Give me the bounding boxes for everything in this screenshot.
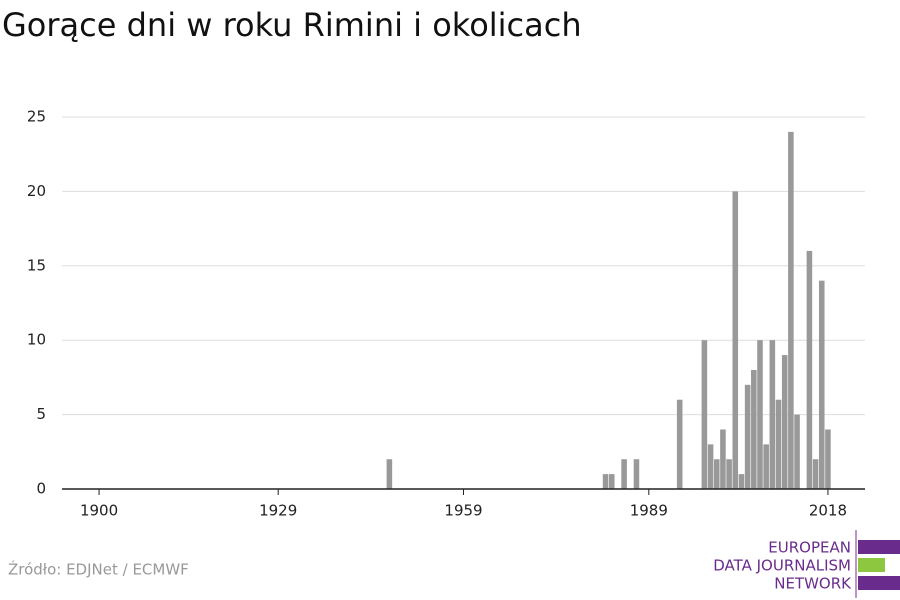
x-tick-label: 1900 [80, 502, 118, 520]
bar [608, 474, 615, 489]
bar [602, 474, 609, 489]
y-tick-label: 0 [36, 480, 46, 498]
logo-bar [858, 576, 900, 590]
y-tick-label: 20 [27, 182, 46, 200]
x-tick-label: 1989 [630, 502, 668, 520]
bar [775, 399, 782, 489]
y-tick-label: 10 [27, 331, 46, 349]
bar [751, 369, 757, 489]
source: Źródło: EDJNet / ECMWF [8, 560, 189, 579]
bar [386, 459, 393, 489]
bar [720, 429, 726, 489]
bar [738, 474, 745, 489]
bar [621, 459, 627, 489]
bar [781, 355, 788, 489]
bar [788, 131, 794, 489]
bar [763, 444, 769, 489]
y-tick-label: 5 [36, 405, 46, 423]
y-tick-label: 15 [27, 256, 46, 274]
bar [818, 280, 825, 489]
y-tick-label: 25 [27, 108, 46, 126]
x-tick-label: 1929 [259, 502, 297, 520]
logo-bar [858, 540, 900, 554]
logo-bar [858, 558, 885, 572]
bar [794, 414, 800, 489]
bar [757, 340, 763, 489]
bar [701, 340, 708, 489]
bar [769, 340, 776, 489]
bar [633, 459, 640, 489]
bar [825, 429, 831, 489]
chart-title: Gorące dni w roku Rimini i okolicach [2, 6, 582, 44]
bar [676, 399, 683, 489]
bar [707, 444, 714, 489]
x-tick-label: 2018 [809, 502, 847, 520]
logo-text: EUROPEAN [768, 539, 851, 557]
logo: EUROPEAN DATA JOURNALISM NETWORK [713, 530, 900, 598]
logo-text: DATA JOURNALISM [713, 557, 851, 575]
bar [806, 250, 813, 489]
x-tick-label: 1959 [444, 502, 482, 520]
bar [726, 459, 732, 489]
logo-text: NETWORK [774, 575, 852, 593]
bar [812, 459, 819, 489]
bar [732, 191, 739, 489]
bar [744, 384, 751, 489]
bar [713, 459, 720, 489]
